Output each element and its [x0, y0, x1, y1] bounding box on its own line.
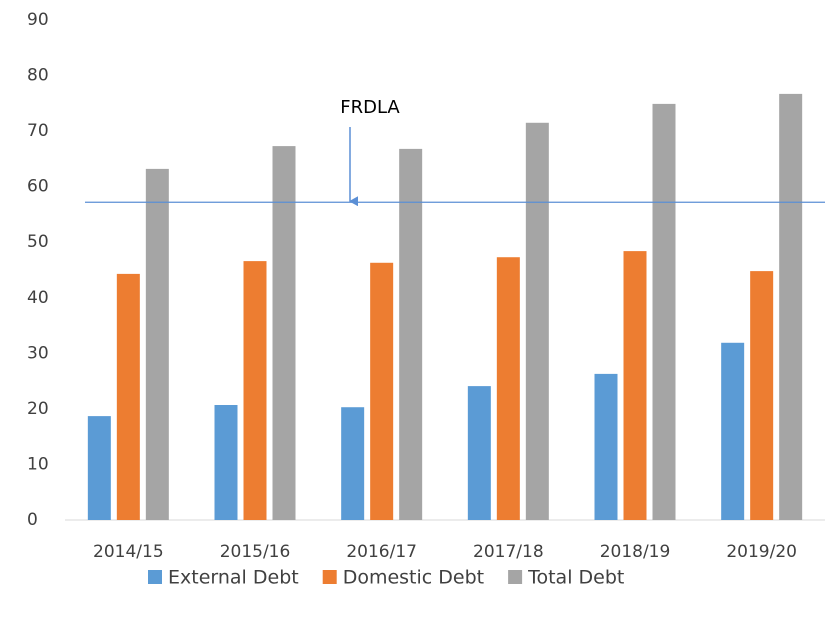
bar	[594, 373, 618, 520]
x-tick-label: 2016/17	[346, 542, 417, 562]
y-tick-label: 20	[27, 399, 49, 419]
y-tick-label: 10	[27, 454, 49, 474]
bar	[623, 251, 647, 520]
y-tick-label: 70	[27, 121, 49, 141]
legend-swatch	[508, 570, 523, 584]
bar	[341, 407, 365, 520]
x-tick-label: 2018/19	[600, 542, 671, 562]
bar	[467, 386, 491, 520]
bar	[87, 416, 111, 520]
bar	[721, 342, 745, 520]
y-tick-label: 60	[27, 177, 49, 197]
bar	[399, 148, 423, 520]
y-tick-label: 90	[27, 10, 49, 30]
bar	[145, 168, 169, 520]
legend-label: Total Debt	[527, 567, 624, 589]
x-tick-label: 2015/16	[220, 542, 291, 562]
bar	[496, 257, 520, 520]
y-tick-label: 80	[27, 66, 49, 86]
y-tick-label: 40	[27, 288, 49, 308]
bar	[750, 271, 774, 520]
bar	[779, 93, 803, 520]
y-tick-label: 50	[27, 232, 49, 252]
annotation: FRDLA	[340, 97, 400, 118]
y-tick-label: 0	[27, 510, 38, 530]
x-tick-label: 2017/18	[473, 542, 544, 562]
bar	[214, 405, 238, 520]
legend-label: External Debt	[168, 567, 299, 589]
y-tick-label: 30	[27, 343, 49, 363]
x-tick-label: 2019/20	[726, 542, 797, 562]
bar	[525, 122, 549, 521]
bar	[370, 262, 394, 520]
x-tick-label: 2014/15	[93, 542, 164, 562]
bar	[116, 273, 140, 520]
legend-swatch	[322, 570, 337, 584]
legend-label: Domestic Debt	[343, 567, 484, 589]
bar	[243, 261, 267, 520]
bar	[272, 146, 296, 520]
legend-swatch	[148, 570, 162, 584]
bar	[652, 103, 676, 520]
